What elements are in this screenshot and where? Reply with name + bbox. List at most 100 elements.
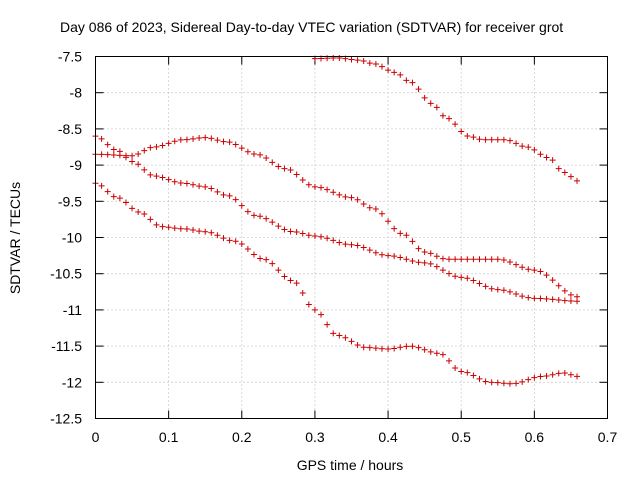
data-point (366, 344, 373, 351)
data-point (543, 295, 550, 302)
data-point (330, 189, 337, 196)
data-point (244, 246, 251, 253)
data-point (506, 288, 513, 295)
data-point (311, 233, 318, 240)
data-point (159, 174, 166, 181)
x-tick-label: 0.4 (378, 429, 398, 445)
data-point (275, 163, 282, 170)
grid (95, 56, 608, 419)
data-point (488, 285, 495, 292)
data-point (452, 256, 459, 263)
data-point (506, 259, 513, 266)
data-point (452, 121, 459, 128)
data-point (342, 241, 349, 248)
data-point (519, 143, 526, 150)
data-point (433, 263, 440, 270)
data-point (439, 112, 446, 119)
data-point (244, 208, 251, 215)
data-point (470, 277, 477, 284)
data-point (269, 260, 276, 267)
data-point (311, 183, 318, 190)
data-point (159, 223, 166, 230)
data-point (238, 240, 245, 247)
data-point (500, 287, 507, 294)
data-point (287, 277, 294, 284)
data-point (250, 212, 257, 219)
data-point (567, 371, 574, 378)
data-point (378, 251, 385, 258)
data-point (366, 204, 373, 211)
data-point (171, 225, 178, 232)
data-point (208, 185, 215, 192)
data-point (506, 380, 513, 387)
data-point (549, 371, 556, 378)
data-point (574, 177, 581, 184)
data-point (397, 230, 404, 237)
data-point (226, 139, 233, 146)
data-point (391, 69, 398, 76)
y-tick-label: -9 (70, 157, 83, 173)
data-point (153, 143, 160, 150)
y-tick-label: -12.5 (50, 411, 82, 427)
data-point (116, 195, 123, 202)
data-point (415, 245, 422, 252)
data-point (574, 373, 581, 380)
data-point (391, 225, 398, 232)
data-point (287, 228, 294, 235)
data-point (378, 210, 385, 217)
data-point (549, 277, 556, 284)
y-tick-labels: -7.5 -8 -8.5 -9 -9.5 -10 -10.5 -11 -11.5 -12 -12.5 (50, 49, 82, 427)
data-point (506, 137, 513, 144)
data-point (311, 306, 318, 313)
data-point (525, 144, 532, 151)
data-point (244, 148, 251, 155)
data-point (171, 178, 178, 185)
data-point (226, 237, 233, 244)
data-point (567, 291, 574, 298)
data-point (409, 79, 416, 86)
data-point (372, 249, 379, 256)
data-point (177, 136, 184, 143)
data-point (378, 345, 385, 352)
data-point (257, 255, 264, 262)
x-axis-label: GPS time / hours (297, 457, 404, 473)
y-tick-label: -8 (70, 85, 83, 101)
data-point (397, 254, 404, 261)
data-point (567, 173, 574, 180)
x-tick-label: 0.7 (598, 429, 618, 445)
data-point (305, 301, 312, 308)
data-point (531, 295, 538, 302)
data-point (531, 267, 538, 274)
data-point (324, 186, 331, 193)
data-point (366, 247, 373, 254)
data-point (433, 104, 440, 111)
data-point (183, 136, 190, 143)
data-point (494, 379, 501, 386)
data-point (555, 297, 562, 304)
data-point (525, 266, 532, 273)
data-point (336, 239, 343, 246)
data-point (519, 264, 526, 271)
data-point (336, 332, 343, 339)
data-point (476, 256, 483, 263)
y-tick-label: -7.5 (58, 49, 82, 65)
data-point (446, 256, 453, 263)
data-point (561, 297, 568, 304)
data-point (500, 380, 507, 387)
data-point (232, 141, 239, 148)
data-point (330, 55, 337, 62)
data-point (190, 227, 197, 234)
data-point (513, 140, 520, 147)
data-point (208, 229, 215, 236)
data-point (360, 58, 367, 65)
data-point (513, 290, 520, 297)
data-point (531, 146, 538, 153)
data-point (458, 128, 465, 135)
data-point (415, 86, 422, 93)
data-point (366, 60, 373, 67)
data-point (104, 151, 111, 158)
data-point (287, 167, 294, 174)
data-point (165, 176, 172, 183)
data-point (537, 268, 544, 275)
